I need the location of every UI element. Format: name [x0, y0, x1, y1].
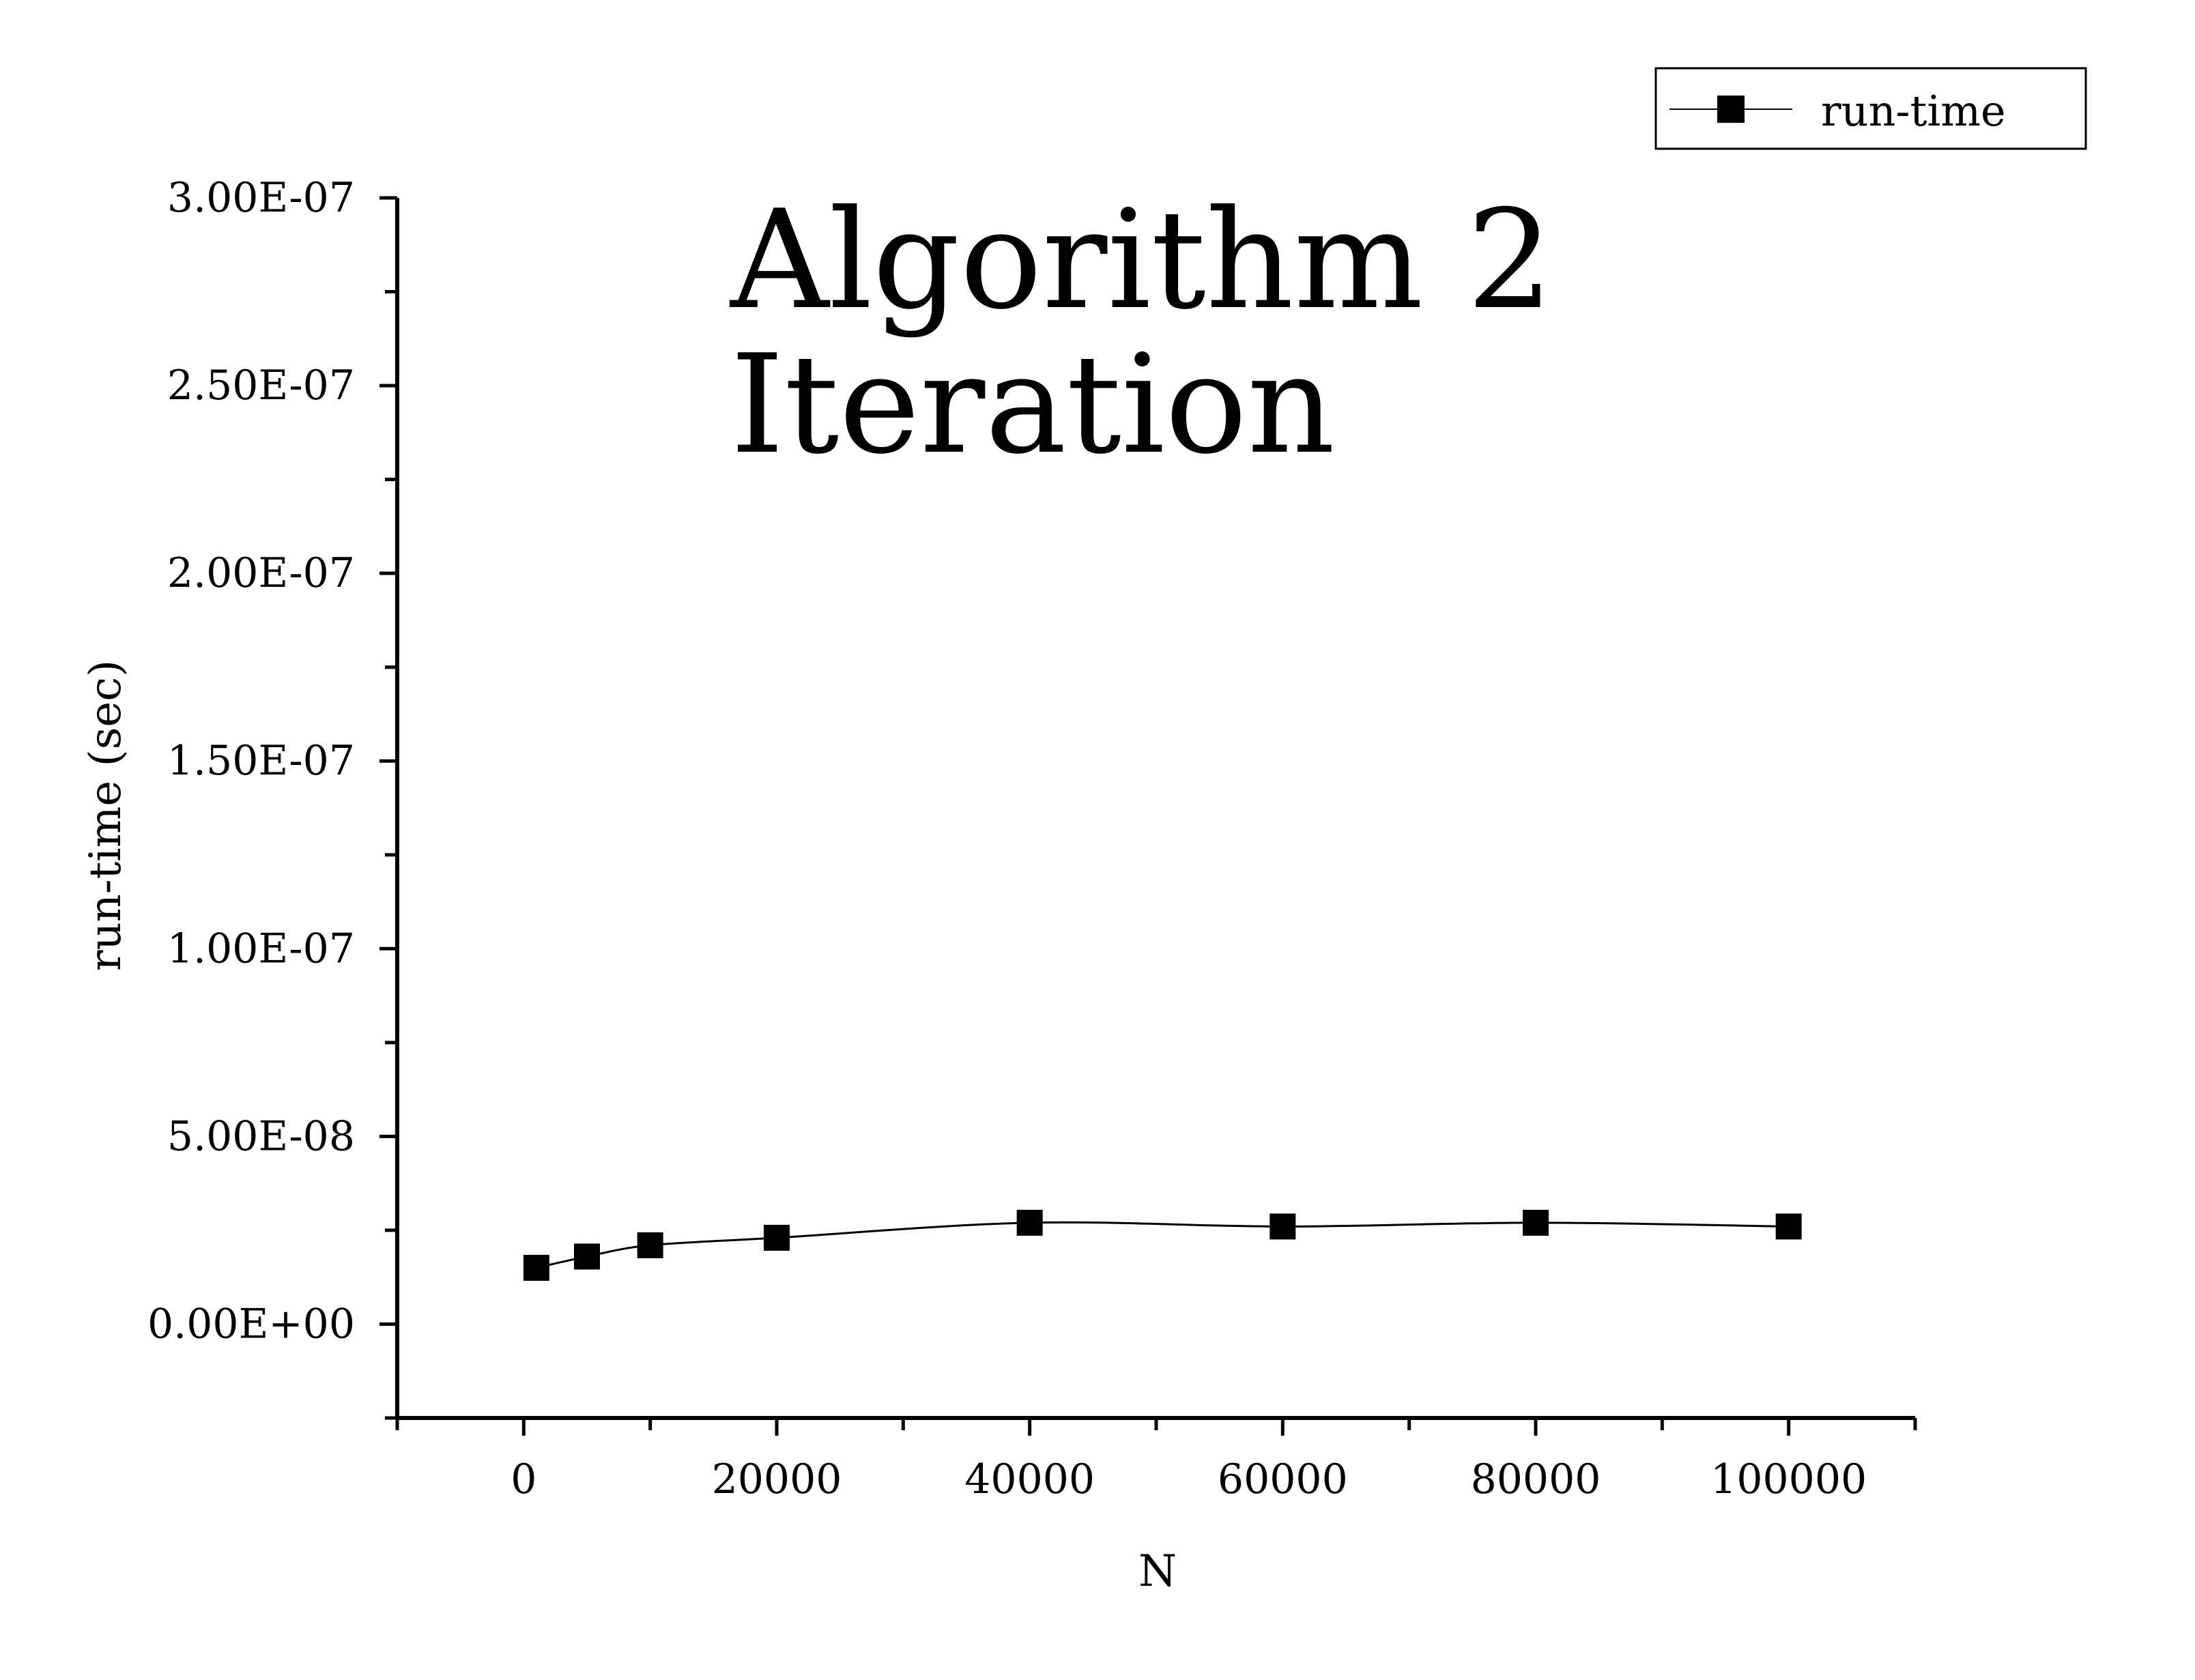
data-point: [637, 1232, 663, 1258]
y-tick-label: 2.50E-07: [167, 362, 355, 409]
x-tick-label: 80000: [1471, 1455, 1601, 1503]
series-layer: [523, 1209, 1802, 1281]
x-axis-title: N: [1138, 1546, 1177, 1597]
y-axis-title: run-time (sec): [81, 660, 131, 971]
data-point: [1269, 1213, 1296, 1240]
y-tick-label: 1.00E-07: [167, 925, 355, 972]
x-ticks: 0 20000 40000 60000 80000 100000: [395, 1418, 1917, 1503]
data-point: [574, 1243, 600, 1270]
x-tick-label: 40000: [964, 1455, 1095, 1503]
y-tick-label: 2.00E-07: [167, 549, 355, 597]
x-tick-label: 100000: [1710, 1455, 1867, 1503]
data-point: [523, 1254, 549, 1281]
x-tick-label: 20000: [712, 1455, 842, 1503]
y-tick-label: 3.00E-07: [167, 174, 355, 222]
y-tick-label: 1.50E-07: [167, 737, 355, 785]
series-line: [536, 1221, 1789, 1269]
data-point: [1523, 1209, 1549, 1236]
data-point: [764, 1224, 790, 1251]
legend: run-time: [1654, 67, 2087, 150]
x-tick-label: 0: [511, 1455, 536, 1503]
x-tick-label: 60000: [1218, 1455, 1348, 1503]
legend-label: run-time: [1821, 86, 2006, 136]
chart-title-line-2: Iteration: [730, 325, 1335, 484]
y-ticks: 0.00E+00 5.00E-08 1.00E-07 1.50E-07 2.00E-07…: [147, 174, 397, 1420]
data-point: [1016, 1209, 1043, 1236]
chart-title-line-1: Algorithm 2: [729, 181, 1553, 340]
legend-marker: [1717, 96, 1745, 123]
y-tick-label: 5.00E-08: [167, 1112, 355, 1160]
data-point: [1775, 1213, 1802, 1240]
y-tick-label: 0.00E+00: [147, 1300, 355, 1348]
